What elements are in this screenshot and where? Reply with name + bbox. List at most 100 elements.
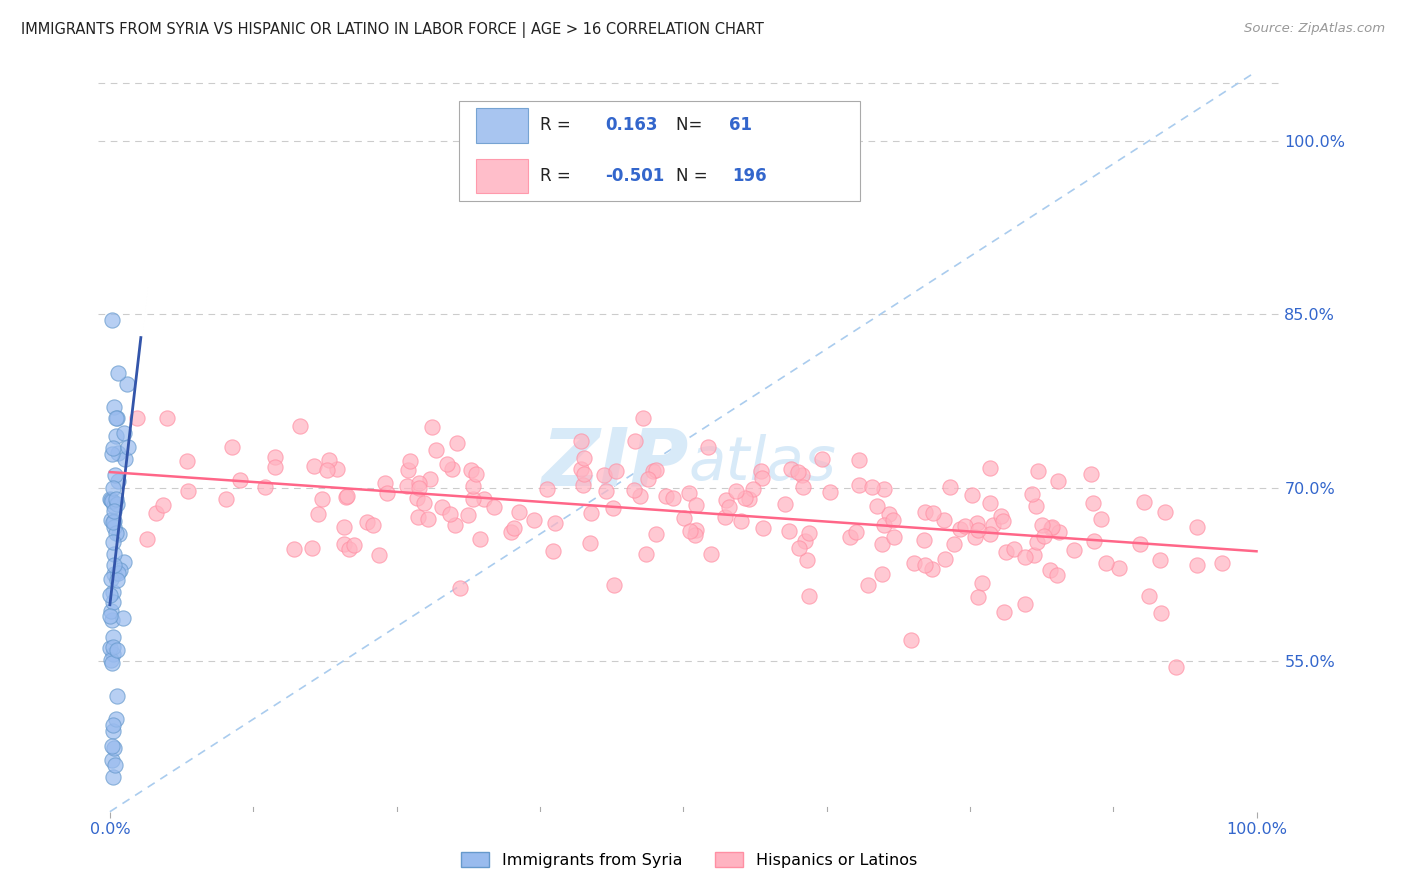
Point — [343, 538, 366, 552]
Point — [751, 470, 773, 484]
Point — [993, 605, 1015, 619]
Point — [1063, 542, 1085, 557]
Point — [595, 484, 617, 499]
Point — [115, 376, 138, 391]
Point — [662, 491, 685, 506]
Point — [979, 527, 1001, 541]
Point — [544, 516, 567, 531]
Point — [103, 514, 125, 528]
Point — [734, 491, 756, 505]
Point — [949, 522, 972, 536]
FancyBboxPatch shape — [477, 109, 529, 143]
Point — [979, 460, 1001, 475]
Point — [724, 483, 747, 498]
Point — [105, 525, 128, 540]
Point — [685, 498, 707, 512]
Point — [796, 553, 818, 567]
Point — [1185, 519, 1208, 533]
Point — [501, 524, 523, 539]
Point — [101, 515, 124, 529]
Point — [1129, 537, 1152, 551]
Point — [603, 578, 626, 592]
Point — [1002, 542, 1025, 557]
Point — [794, 534, 817, 549]
Point — [953, 519, 976, 533]
Point — [326, 462, 349, 476]
Point — [101, 447, 124, 461]
Point — [779, 462, 801, 476]
Point — [101, 613, 124, 627]
Point — [991, 514, 1014, 528]
Point — [107, 566, 129, 580]
Point — [104, 429, 127, 443]
Point — [789, 541, 811, 555]
Point — [367, 548, 389, 562]
Point — [508, 505, 530, 519]
Point — [541, 544, 564, 558]
Point — [177, 484, 200, 499]
Point — [1133, 495, 1156, 509]
Point — [449, 581, 471, 595]
Point — [461, 479, 484, 493]
Point — [914, 505, 936, 519]
Point — [103, 547, 125, 561]
Point — [361, 517, 384, 532]
Point — [254, 480, 277, 494]
Point — [921, 561, 943, 575]
Point — [332, 520, 354, 534]
Point — [335, 490, 357, 504]
Point — [792, 468, 814, 483]
Point — [1080, 467, 1102, 482]
Point — [419, 472, 441, 486]
Point — [634, 548, 657, 562]
Point — [333, 537, 356, 551]
Point — [679, 524, 702, 538]
Point — [107, 474, 129, 488]
Point — [176, 454, 198, 468]
Point — [696, 441, 718, 455]
Point — [741, 483, 763, 497]
Point — [444, 518, 467, 533]
Point — [472, 492, 495, 507]
Point — [787, 466, 810, 480]
Legend: Immigrants from Syria, Hispanics or Latinos: Immigrants from Syria, Hispanics or Lati… — [454, 846, 924, 874]
Point — [569, 462, 592, 476]
Point — [406, 491, 429, 505]
Point — [749, 464, 772, 478]
Text: R =: R = — [540, 117, 576, 135]
Point — [108, 527, 131, 541]
Point — [1026, 464, 1049, 478]
Text: 196: 196 — [733, 168, 768, 186]
Point — [395, 479, 418, 493]
Point — [100, 609, 122, 624]
Point — [100, 494, 122, 508]
Point — [1154, 505, 1177, 519]
FancyBboxPatch shape — [458, 101, 860, 201]
Point — [900, 633, 922, 648]
Text: ZIP: ZIP — [541, 425, 689, 503]
Point — [943, 537, 966, 551]
Point — [103, 566, 125, 581]
Point — [644, 526, 666, 541]
Point — [778, 524, 800, 539]
Text: Source: ZipAtlas.com: Source: ZipAtlas.com — [1244, 22, 1385, 36]
Point — [1021, 487, 1043, 501]
Text: -0.501: -0.501 — [605, 168, 665, 186]
Point — [962, 488, 984, 502]
Point — [683, 528, 706, 542]
Point — [882, 513, 904, 527]
Point — [112, 555, 135, 569]
Point — [145, 506, 167, 520]
Point — [1046, 475, 1069, 489]
Point — [623, 483, 645, 498]
Point — [574, 450, 596, 465]
Point — [440, 462, 463, 476]
Point — [100, 572, 122, 586]
Point — [1137, 589, 1160, 603]
Point — [425, 442, 447, 457]
Point — [718, 500, 741, 514]
Point — [579, 507, 602, 521]
Point — [990, 508, 1012, 523]
Point — [418, 512, 440, 526]
Point — [103, 499, 125, 513]
